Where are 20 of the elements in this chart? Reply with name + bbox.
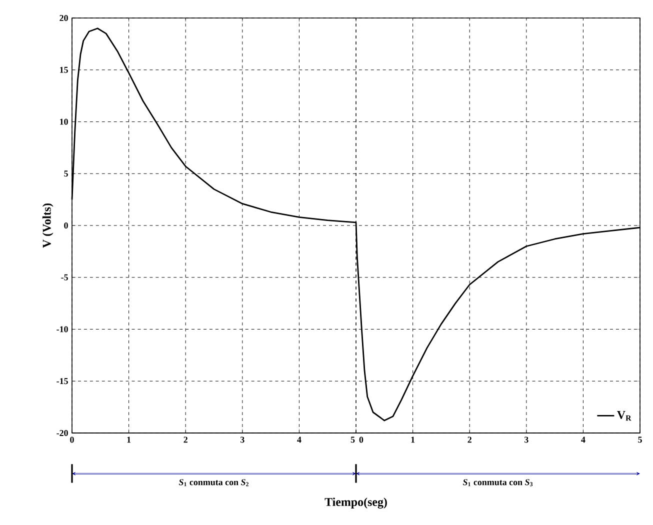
y-tick-label: 10 [60, 118, 68, 125]
legend-label: V$_{R}$ [617, 410, 632, 421]
y-tick-label: -5 [61, 274, 68, 280]
x-tick-label: 3 [240, 436, 244, 443]
text: S$_{1}$ conmuta con S$_{3}$ [462, 479, 533, 486]
y-tick-label: 15 [60, 66, 68, 73]
y-tick-label: -10 [56, 326, 68, 332]
y-tick-label: 5 [64, 170, 68, 177]
x-tick-label: 2 [184, 436, 188, 443]
x-tick-label: 1 [127, 436, 131, 443]
y-axis-title: V (Volts) [42, 203, 54, 248]
y-tick-label: 0 [64, 222, 68, 229]
text: S$_{1}$ conmuta con S$_{2}$ [178, 479, 248, 486]
y-tick-label: -20 [56, 430, 68, 436]
x-axis-title: Tiempo(seg) [324, 498, 387, 509]
x-tick-label: 0 [70, 436, 74, 443]
x-tick-label: 5 [350, 436, 355, 443]
x-tick-label: 4 [297, 436, 302, 443]
y-tick-label: -15 [56, 378, 68, 384]
y-tick-label: 20 [60, 14, 68, 22]
